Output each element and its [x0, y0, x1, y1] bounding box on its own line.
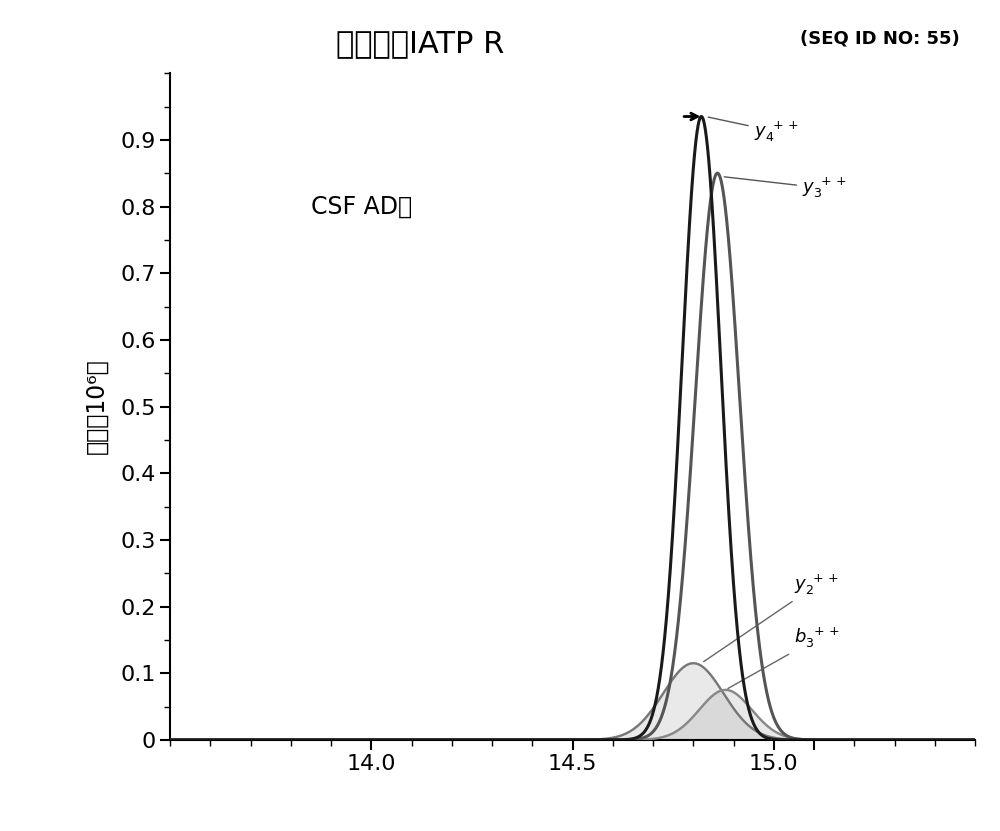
Text: 非磷酸化IATP R: 非磷酸化IATP R [336, 29, 504, 58]
Text: (SEQ ID NO: 55): (SEQ ID NO: 55) [800, 29, 960, 47]
Text: $y_3^{\ ++}$: $y_3^{\ ++}$ [724, 176, 847, 200]
Text: CSF AD池: CSF AD池 [311, 194, 412, 219]
Text: $b_3^{\ ++}$: $b_3^{\ ++}$ [728, 627, 840, 689]
Text: $y_4^{\ ++}$: $y_4^{\ ++}$ [708, 117, 799, 144]
Text: $y_2^{\ ++}$: $y_2^{\ ++}$ [704, 573, 839, 661]
Y-axis label: 强度（10⁶）: 强度（10⁶） [85, 359, 109, 455]
